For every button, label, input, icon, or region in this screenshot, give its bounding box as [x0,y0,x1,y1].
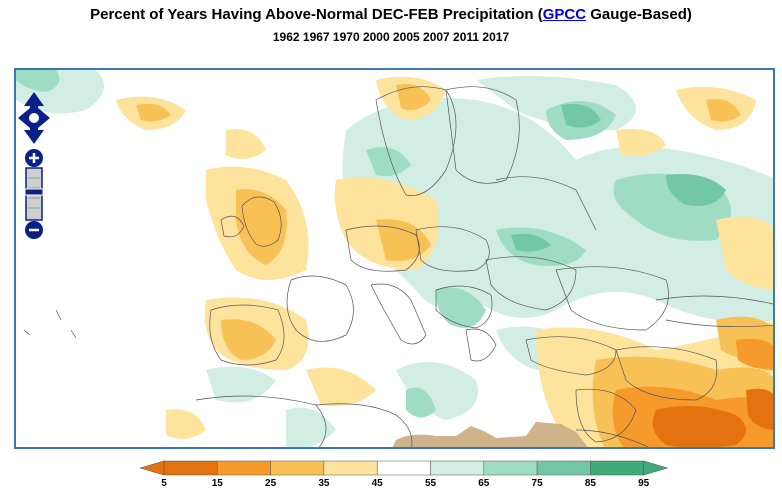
legend-tick-label: 65 [478,478,490,489]
map-view[interactable] [14,68,775,449]
legend-swatch [323,460,378,476]
gpcc-link[interactable]: GPCC [542,6,587,23]
legend-tick-label: 55 [424,478,437,489]
legend-tick-label: 75 [531,478,543,489]
title-prefix: Percent of Years Having Above-Normal DEC… [90,6,543,23]
legend-bar [139,460,669,476]
legend-below-arrow [139,460,165,476]
country-borders [23,86,773,447]
zoom-slider-handle[interactable] [24,188,44,196]
legend-swatch [376,460,431,476]
legend-tick-label: 15 [211,478,223,489]
legend-swatch [483,460,538,476]
legend-tick-label: 35 [318,478,330,489]
orange-deep-regions [652,388,773,447]
pan-control[interactable] [16,90,52,146]
legend-swatch [590,460,644,476]
legend-swatch [536,460,591,476]
legend-above-arrow [643,460,669,476]
zoom-control[interactable] [24,148,44,240]
legend-tick-label: 5 [161,478,167,489]
precipitation-map[interactable] [16,70,775,449]
pan-right-icon[interactable] [38,108,50,128]
pan-down-icon[interactable] [24,124,44,144]
green-dark-regions [511,104,726,252]
legend-swatch [270,460,325,476]
legend-swatch [163,460,218,476]
legend-tick-label: 95 [638,478,650,489]
color-legend: 5 15 25 35 45 55 65 75 85 95 [138,458,670,490]
legend-ticks: 5 15 25 35 45 55 65 75 85 95 [138,478,670,490]
pan-up-icon[interactable] [24,92,44,112]
pan-center-icon [27,111,41,125]
plus-icon[interactable] [25,149,43,167]
legend-swatch [430,460,485,476]
title-suffix: Gauge-Based) [586,6,692,23]
pan-left-icon[interactable] [18,108,30,128]
terrain-mask [392,422,588,447]
legend-tick-label: 85 [584,478,596,489]
legend-tick-label: 25 [265,478,277,489]
minus-icon[interactable] [25,221,43,239]
years-subtitle: 1962 1967 1970 2000 2005 2007 2011 2017 [272,30,510,44]
legend-swatch [217,460,271,476]
chart-title: Percent of Years Having Above-Normal DEC… [0,6,782,23]
legend-tick-label: 45 [371,478,383,489]
